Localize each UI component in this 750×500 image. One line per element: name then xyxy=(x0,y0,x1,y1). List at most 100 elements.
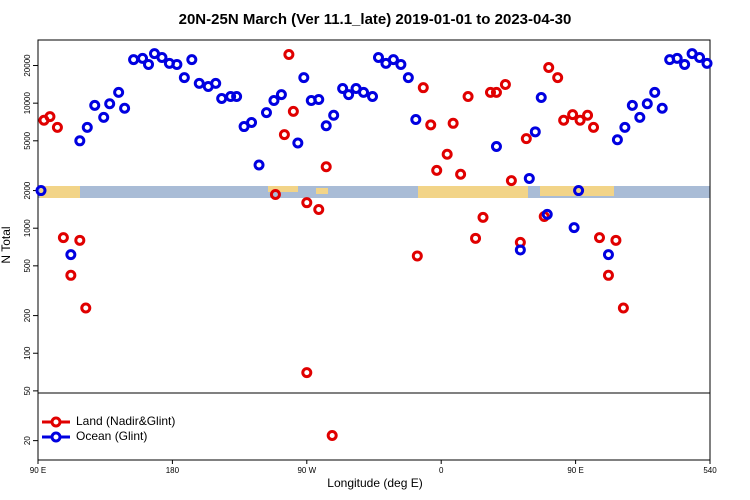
point xyxy=(137,52,149,64)
point xyxy=(602,249,614,261)
point xyxy=(298,72,310,84)
point xyxy=(387,54,399,66)
y-tick-label: 50 xyxy=(23,386,32,395)
x-tick-label: 0 xyxy=(439,466,444,475)
point xyxy=(186,54,198,66)
point xyxy=(320,161,332,173)
point xyxy=(156,51,168,63)
point xyxy=(283,49,295,61)
point xyxy=(402,72,414,84)
point xyxy=(80,302,92,314)
point xyxy=(337,82,349,94)
x-tick-label: 90 W xyxy=(297,466,316,475)
point xyxy=(178,72,190,84)
point xyxy=(231,91,243,103)
point xyxy=(582,109,594,121)
point xyxy=(490,86,502,98)
point xyxy=(292,137,304,149)
point xyxy=(567,109,579,121)
y-tick-label: 500 xyxy=(23,259,32,273)
point xyxy=(395,58,407,70)
point xyxy=(411,250,423,262)
x-tick-label: 180 xyxy=(166,466,180,475)
point xyxy=(455,168,467,180)
point xyxy=(193,77,205,89)
legend-label: Land (Nadir&Glint) xyxy=(76,414,175,428)
point xyxy=(35,185,47,197)
point xyxy=(441,148,453,160)
point xyxy=(610,234,622,246)
point xyxy=(343,89,355,101)
point xyxy=(641,98,653,110)
point xyxy=(701,57,713,69)
point xyxy=(171,58,183,70)
point xyxy=(619,121,631,133)
point xyxy=(313,204,325,216)
legend-label: Ocean (Glint) xyxy=(76,429,147,443)
point xyxy=(143,58,155,70)
point xyxy=(216,92,228,104)
legend-marker xyxy=(50,416,62,428)
point xyxy=(74,234,86,246)
point xyxy=(593,232,605,244)
point xyxy=(253,159,265,171)
point xyxy=(287,105,299,117)
point xyxy=(358,86,370,98)
point xyxy=(301,367,313,379)
point xyxy=(275,89,287,101)
point xyxy=(425,119,437,131)
x-tick-label: 540 xyxy=(703,466,717,475)
point xyxy=(523,172,535,184)
y-tick-label: 200 xyxy=(23,308,32,322)
point xyxy=(514,244,526,256)
y-tick-label: 2000 xyxy=(23,181,32,199)
point xyxy=(104,98,116,110)
point xyxy=(410,114,422,126)
point xyxy=(470,232,482,244)
point xyxy=(505,175,517,187)
point xyxy=(269,188,281,200)
point xyxy=(477,211,489,223)
y-tick-label: 10000 xyxy=(23,91,32,114)
point xyxy=(679,58,691,70)
point xyxy=(617,302,629,314)
x-axis-label: Longitude (deg E) xyxy=(327,476,422,490)
point xyxy=(520,133,532,145)
point xyxy=(602,269,614,281)
point xyxy=(634,111,646,123)
point xyxy=(573,185,585,197)
point xyxy=(372,51,384,63)
point xyxy=(484,86,496,98)
y-axis-label: N Total xyxy=(0,226,13,263)
point xyxy=(98,111,110,123)
point xyxy=(301,197,313,209)
y-tick-label: 5000 xyxy=(23,131,32,149)
point xyxy=(671,52,683,64)
point xyxy=(543,61,555,73)
point xyxy=(225,91,237,103)
point xyxy=(694,51,706,63)
chart-title: 20N-25N March (Ver 11.1_late) 2019-01-01… xyxy=(179,11,572,28)
point xyxy=(65,269,77,281)
point xyxy=(74,135,86,147)
point xyxy=(558,114,570,126)
point xyxy=(541,208,553,220)
point xyxy=(278,129,290,141)
point xyxy=(447,117,459,129)
point xyxy=(462,91,474,103)
x-tick-label: 90 E xyxy=(30,466,46,475)
point xyxy=(210,77,222,89)
point xyxy=(431,164,443,176)
point xyxy=(119,102,131,114)
point xyxy=(588,121,600,133)
point xyxy=(326,429,338,441)
legend-marker xyxy=(50,431,62,443)
point xyxy=(535,91,547,103)
point xyxy=(568,222,580,234)
point xyxy=(649,86,661,98)
point xyxy=(65,249,77,261)
y-tick-label: 20 xyxy=(23,436,32,445)
point xyxy=(113,86,125,98)
y-tick-label: 100 xyxy=(23,346,32,360)
